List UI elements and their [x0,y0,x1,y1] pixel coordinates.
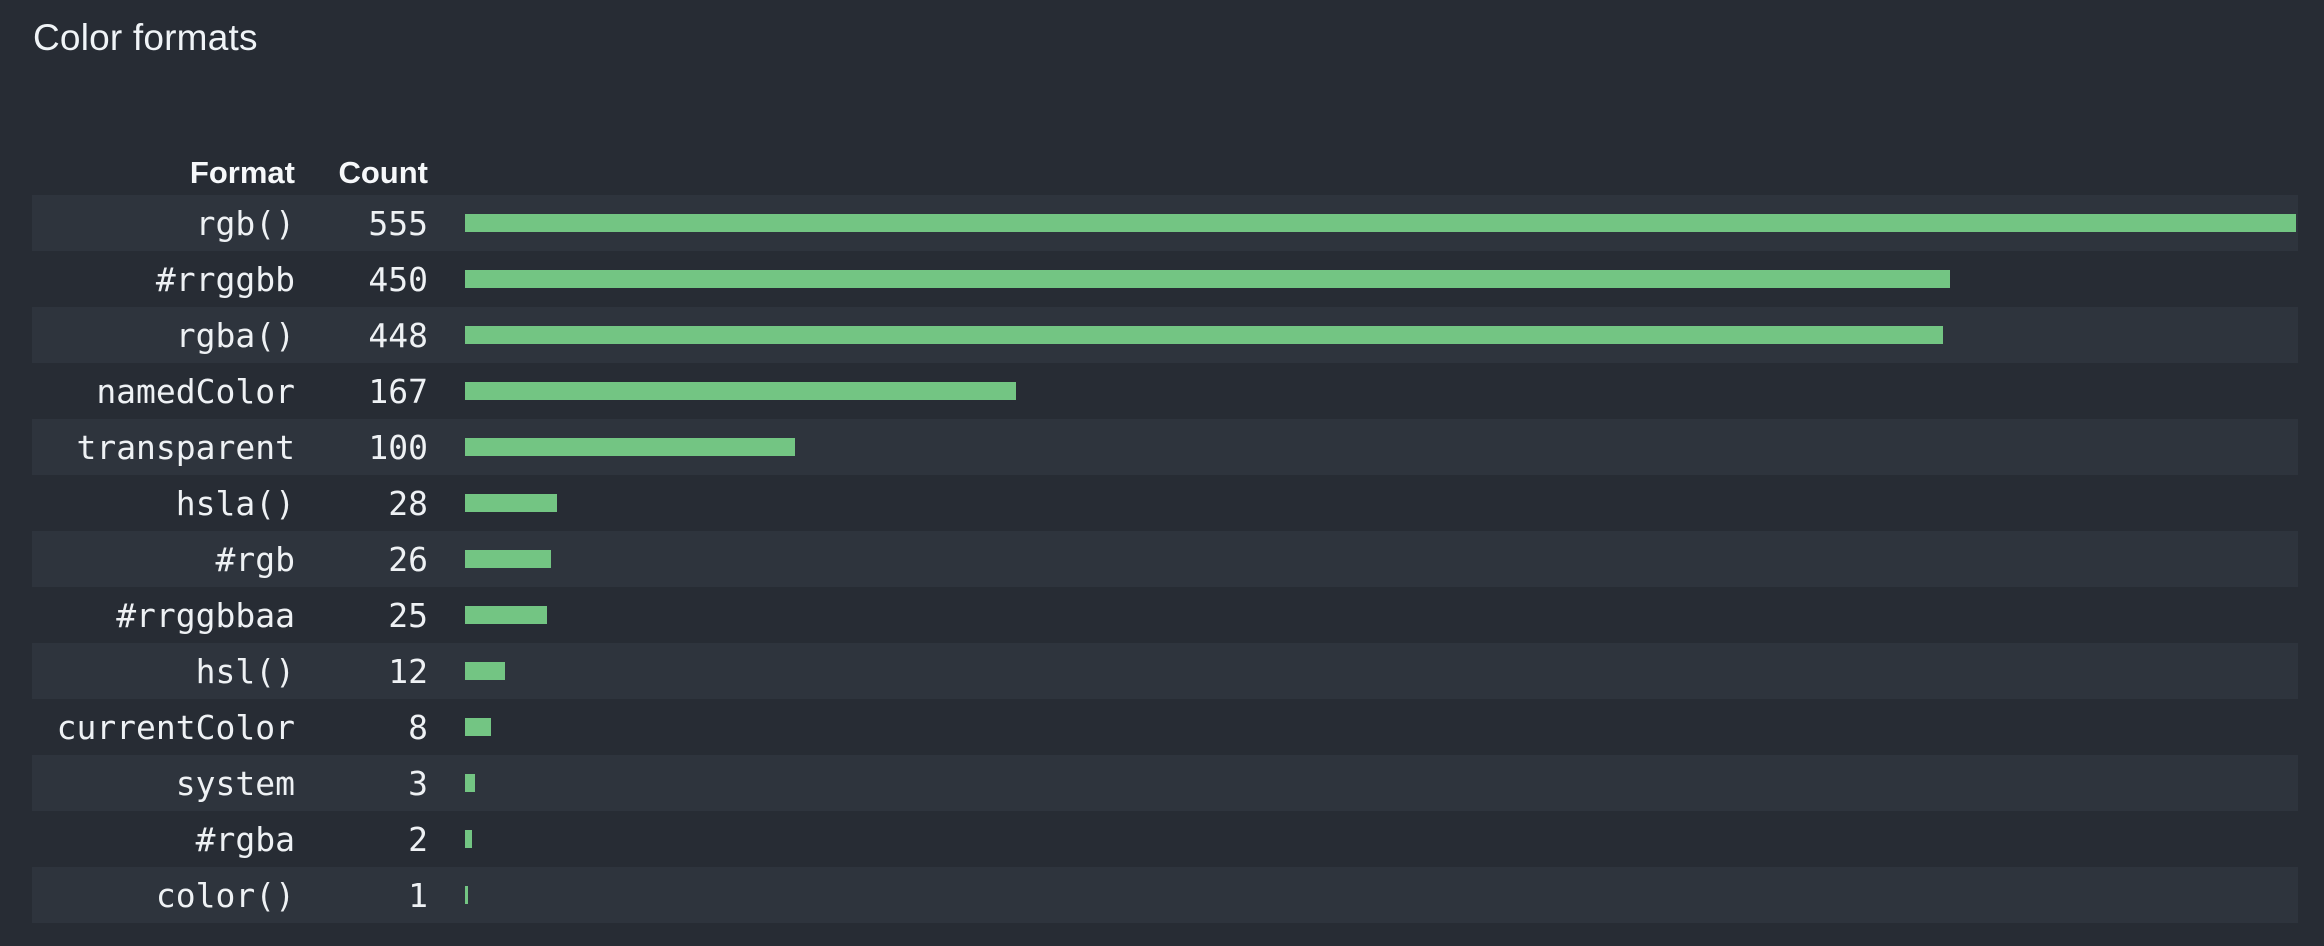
count-value: 450 [368,259,428,299]
count-bar [465,662,505,680]
bar-chart-table: Format Count rgb() 555 #rrggbb 450 rgba(… [32,150,2298,923]
count-value: 26 [388,539,428,579]
bar-cell [428,867,2298,923]
format-label: #rrggbb [155,259,295,299]
format-label: rgb() [195,203,295,243]
count-value: 167 [368,371,428,411]
count-value: 8 [408,707,428,747]
column-header-count: Count [338,154,428,190]
table-row: #rgb 26 [32,531,2298,587]
count-value: 555 [368,203,428,243]
format-label: #rgb [215,539,295,579]
table-row: transparent 100 [32,419,2298,475]
table-header-row: Format Count [32,150,2298,195]
bar-cell [428,643,2298,699]
table-row: hsl() 12 [32,643,2298,699]
format-label: rgba() [175,315,295,355]
count-value: 1 [408,875,428,915]
bar-cell [428,419,2298,475]
table-row: #rgba 2 [32,811,2298,867]
count-bar [465,606,547,624]
table-row: #rrggbb 450 [32,251,2298,307]
bar-cell [428,699,2298,755]
count-bar [465,382,1016,400]
bar-cell [428,587,2298,643]
count-bar [465,886,468,904]
chart-title: Color formats [33,17,258,58]
count-value: 448 [368,315,428,355]
format-label: transparent [76,427,295,467]
count-value: 2 [408,819,428,859]
count-value: 100 [368,427,428,467]
format-label: color() [155,875,295,915]
count-value: 12 [388,651,428,691]
bar-cell [428,251,2298,307]
format-label: #rgba [195,819,295,859]
column-header-format: Format [189,154,295,190]
count-value: 3 [408,763,428,803]
table-row: hsla() 28 [32,475,2298,531]
count-bar [465,494,557,512]
count-value: 25 [388,595,428,635]
format-label: #rrggbbaa [116,595,295,635]
count-bar [465,718,491,736]
table-row: rgb() 555 [32,195,2298,251]
format-label: currentColor [56,707,295,747]
bar-cell [428,531,2298,587]
count-bar [465,438,795,456]
table-row: system 3 [32,755,2298,811]
count-bar [465,550,551,568]
table-row: currentColor 8 [32,699,2298,755]
bar-cell [428,755,2298,811]
format-label: hsl() [195,651,295,691]
table-row: rgba() 448 [32,307,2298,363]
count-bar [465,326,1943,344]
count-bar [465,214,2296,232]
format-label: system [175,763,295,803]
table-body: rgb() 555 #rrggbb 450 rgba() 448 namedCo… [32,195,2298,923]
count-bar [465,830,472,848]
bar-cell [428,307,2298,363]
bar-cell [428,475,2298,531]
count-bar [465,270,1950,288]
count-bar [465,774,475,792]
table-row: namedColor 167 [32,363,2298,419]
format-label: hsla() [175,483,295,523]
bar-cell [428,811,2298,867]
table-row: #rrggbbaa 25 [32,587,2298,643]
table-row: color() 1 [32,867,2298,923]
bar-cell [428,363,2298,419]
bar-cell [428,195,2298,251]
format-label: namedColor [96,371,295,411]
count-value: 28 [388,483,428,523]
